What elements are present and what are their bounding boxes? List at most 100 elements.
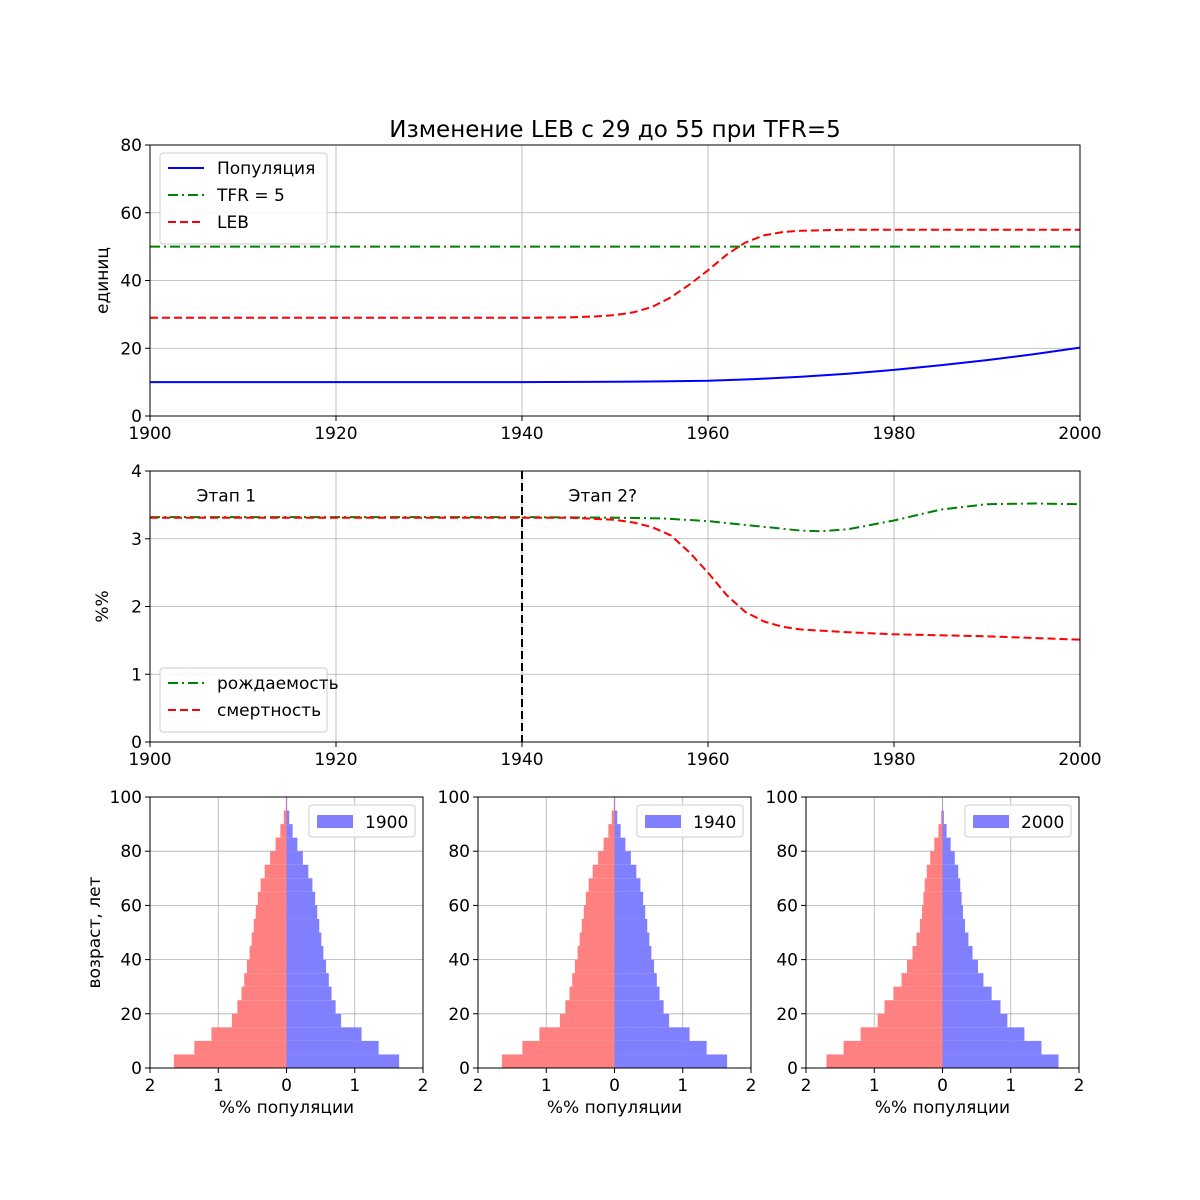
pyramid-bar-right [614, 918, 648, 933]
pyramid-bar-left [901, 973, 943, 987]
pyramid-bar-right [286, 851, 303, 865]
pyramid-bar-right [942, 851, 955, 865]
x-axis-label: %% популяции [219, 1098, 354, 1118]
pyramid-bar-left [930, 851, 943, 865]
y-tick-label: 80 [120, 842, 142, 862]
legend-box [159, 152, 328, 245]
y-tick-label: 0 [131, 407, 142, 427]
pyramid-bar-right [286, 797, 288, 811]
pyramid-bar-left [569, 986, 615, 1001]
pyramid-bar-left [237, 1000, 287, 1014]
pyramid-bar-left [613, 797, 615, 811]
pyramid-bar-left [211, 1027, 287, 1041]
x-tick-label: 2 [1074, 1076, 1085, 1096]
pyramid-bar-right [942, 986, 992, 1001]
legend-label: рождаемость [217, 674, 339, 694]
x-tick-label: 1980 [872, 424, 915, 444]
pyramid-bar-right [942, 946, 973, 960]
pyramid-bar-left [255, 905, 287, 919]
y-tick-label: 20 [448, 1005, 470, 1025]
y-tick-label: 60 [448, 896, 470, 916]
pyramid-bar-right [942, 905, 963, 919]
pyramid-bar-left [565, 1000, 615, 1014]
pyramid-bar-right [614, 932, 650, 947]
pyramid-bar-right [614, 1054, 728, 1068]
y-tick-label: 4 [131, 462, 142, 482]
x-tick-label: 0 [281, 1076, 292, 1096]
pyramid-bar-left [249, 946, 287, 960]
pyramid-bar-left [611, 810, 615, 825]
legend-box [636, 804, 744, 838]
y-tick-label: 100 [766, 788, 798, 808]
legend-box [964, 804, 1072, 838]
x-tick-label: 1 [213, 1076, 224, 1096]
legend-label: 2000 [1021, 813, 1064, 833]
x-tick-label: 1940 [500, 750, 543, 770]
y-tick-label: 1 [131, 665, 142, 685]
pyramid-bar-left [826, 1054, 943, 1068]
pyramid-bar-right [614, 1027, 690, 1041]
pyramid-bar-right [614, 986, 660, 1001]
axes-frame [477, 796, 752, 1069]
pyramid-bar-left [275, 837, 287, 852]
pyramid-bar-left [257, 891, 287, 906]
chart-panel-top: 1900 1920 1940 1960 1980 2000 0 20 40 60 80 единиц П… [93, 136, 1102, 444]
x-tick-label: 1 [869, 1076, 880, 1096]
pyramid-bar-right [286, 1054, 400, 1068]
pyramid-bar-left [608, 824, 615, 838]
pyramid-bar-left [574, 959, 615, 974]
legend-label: 1900 [365, 813, 408, 833]
pyramid-bar-right [614, 1000, 664, 1014]
pyramid-bar-left [934, 837, 943, 852]
y-tick-label: 3 [131, 530, 142, 550]
pyramid-bar-left [173, 1054, 287, 1068]
pyramid-bar-left [860, 1027, 943, 1041]
pyramid-bar-right [286, 959, 327, 974]
y-tick-label: 0 [131, 733, 142, 753]
chart-panel-middle: 1900 1920 1940 1960 1980 2000 0 1 2 3 4 Этап 1 Этап … [93, 462, 1102, 770]
pyramid-bar-left [251, 932, 287, 947]
pyramid-bar-right [614, 1040, 707, 1055]
pyramid-bar-left [912, 946, 943, 960]
y-tick-label: 40 [120, 272, 142, 292]
pyramid-bar-right [942, 864, 959, 879]
y-tick-label: 40 [448, 951, 470, 971]
pyramid-bar-right [614, 973, 657, 987]
axes-frame [805, 796, 1080, 1069]
pyramid-bar-right [614, 851, 631, 865]
y-tick-label: 100 [110, 788, 142, 808]
pyramid-bar-right [942, 918, 966, 933]
pyramid-bar-right [614, 946, 652, 960]
y-tick-label: 2 [131, 598, 142, 618]
legend-label: TFR = 5 [216, 186, 285, 206]
pyramid-bar-right [942, 959, 978, 974]
y-tick-label: 20 [120, 1005, 142, 1025]
pyramid-bar-left [572, 973, 615, 987]
x-tick-label: 2000 [1058, 424, 1101, 444]
pyramid-bar-right [942, 837, 951, 852]
pyramid-bar-right [614, 824, 621, 838]
pyramid-bar-right [942, 1000, 1001, 1014]
legend-swatch [973, 815, 1009, 828]
pyramid-bar-right [286, 1000, 336, 1014]
x-tick-label: 1 [541, 1076, 552, 1096]
pyramid-bar-left [603, 837, 615, 852]
x-tick-label: 1900 [128, 424, 171, 444]
pyramid-bar-right [286, 932, 322, 947]
pyramid-bar-left [270, 851, 287, 865]
x-tick-label: 1920 [314, 750, 357, 770]
pyramid-bar-right [614, 1013, 670, 1028]
pyramid-bar-left [194, 1040, 287, 1055]
pyramid-bar-right [286, 1027, 362, 1041]
pyramid-bar-left [264, 864, 287, 879]
x-tick-label: 1960 [686, 750, 729, 770]
pyramid-bar-right [614, 797, 616, 811]
y-tick-label: 40 [120, 951, 142, 971]
pyramid-bar-left [941, 810, 943, 825]
x-tick-label: 0 [937, 1076, 948, 1096]
y-axis-label: единиц [93, 247, 113, 314]
